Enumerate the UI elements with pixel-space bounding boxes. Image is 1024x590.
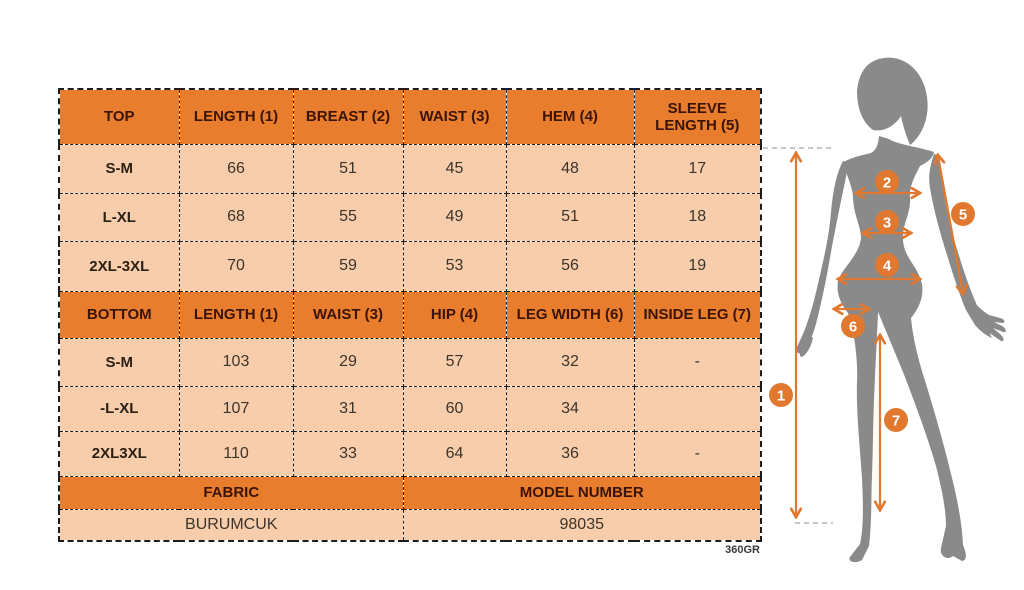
value-cell: 18 <box>633 192 762 242</box>
value-cell: 45 <box>402 143 507 194</box>
value-cell: 107 <box>178 385 294 432</box>
top-header-row: TOP LENGTH (1) BREAST (2) WAIST (3) HEM … <box>58 88 762 145</box>
waist-header-cell: WAIST (3) <box>402 88 507 145</box>
value-cell: 33 <box>292 430 404 477</box>
value-cell: 55 <box>292 192 404 242</box>
measurement-marker-2 <box>875 170 899 194</box>
left-hand-shape <box>799 332 813 357</box>
size-label-cell: 2XL-3XL <box>58 240 180 292</box>
inside-leg-header-cell: INSIDE LEG (7) <box>633 290 762 339</box>
marker-3-label: 3 <box>883 215 891 232</box>
length-header-cell: LENGTH (1) <box>178 290 294 339</box>
value-cell: 29 <box>292 337 404 387</box>
measurement-marker-5 <box>951 202 975 226</box>
length-header-cell: LENGTH (1) <box>178 88 294 145</box>
bottom-header-cell: BOTTOM <box>58 290 180 339</box>
fabric-value-cell: BURUMCUK <box>58 508 404 542</box>
value-cell: 51 <box>505 192 635 242</box>
size-label-cell: S-M <box>58 337 180 387</box>
bottom-row-sm: S-M 103 29 57 32 - <box>58 337 762 387</box>
top-row-sm: S-M 66 51 45 48 17 <box>58 143 762 194</box>
measurement-markers: 1 2 3 4 5 6 7 <box>769 170 975 432</box>
head-shape <box>857 57 928 146</box>
marker-5-label: 5 <box>959 207 967 224</box>
value-cell: 19 <box>633 240 762 292</box>
value-cell: 53 <box>402 240 507 292</box>
value-cell: 34 <box>505 385 635 432</box>
marker-1-label: 1 <box>777 388 785 405</box>
bottom-row-2xl3xl: 2XL3XL 110 33 64 36 - <box>58 430 762 477</box>
value-cell: - <box>633 337 762 387</box>
weight-note: 360GR <box>725 544 760 556</box>
value-cell: 70 <box>178 240 294 292</box>
value-cell: 49 <box>402 192 507 242</box>
value-cell: 51 <box>292 143 404 194</box>
female-figure-illustration: 1 2 3 4 5 6 7 <box>763 57 1006 563</box>
measurement-marker-7 <box>884 408 908 432</box>
value-cell: 103 <box>178 337 294 387</box>
hem-header-cell: HEM (4) <box>505 88 635 145</box>
value-cell: 66 <box>178 143 294 194</box>
info-value-row: BURUMCUK 98035 <box>58 508 762 542</box>
info-header-row: FABRIC MODEL NUMBER <box>58 475 762 510</box>
body-shape <box>837 136 966 563</box>
value-cell: 57 <box>402 337 507 387</box>
top-header-cell: TOP <box>58 88 180 145</box>
leg-width-header-cell: LEG WIDTH (6) <box>505 290 635 339</box>
waist-header-cell: WAIST (3) <box>292 290 404 339</box>
size-chart-table: TOP LENGTH (1) BREAST (2) WAIST (3) HEM … <box>58 88 762 542</box>
value-cell <box>633 385 762 432</box>
top-row-2xl3xl: 2XL-3XL 70 59 53 56 19 <box>58 240 762 292</box>
top-row-lxl: L-XL 68 55 49 51 18 <box>58 192 762 242</box>
marker-7-label: 7 <box>892 413 900 430</box>
hip-header-cell: HIP (4) <box>402 290 507 339</box>
model-number-label-cell: MODEL NUMBER <box>402 475 762 510</box>
measurement-marker-1 <box>769 383 793 407</box>
size-label-cell: 2XL3XL <box>58 430 180 477</box>
size-label-cell: L-XL <box>58 192 180 242</box>
value-cell: 64 <box>402 430 507 477</box>
value-cell: 48 <box>505 143 635 194</box>
measurement-marker-3 <box>875 210 899 234</box>
measurement-marker-4 <box>875 253 899 277</box>
value-cell: 32 <box>505 337 635 387</box>
bottom-row-lxl: -L-XL 107 31 60 34 <box>58 385 762 432</box>
measurement-figure: 1 2 3 4 5 6 7 <box>760 40 1024 570</box>
value-cell: 36 <box>505 430 635 477</box>
size-label-cell: S-M <box>58 143 180 194</box>
sleeve-length-header-cell: SLEEVE LENGTH (5) <box>633 88 762 145</box>
bottom-header-row: BOTTOM LENGTH (1) WAIST (3) HIP (4) LEG … <box>58 290 762 339</box>
measurement-marker-6 <box>841 314 865 338</box>
model-number-value-cell: 98035 <box>402 508 762 542</box>
size-label-cell: -L-XL <box>58 385 180 432</box>
marker-4-label: 4 <box>883 258 892 275</box>
value-cell: 110 <box>178 430 294 477</box>
fabric-label-cell: FABRIC <box>58 475 404 510</box>
value-cell: 59 <box>292 240 404 292</box>
marker-2-label: 2 <box>883 175 891 192</box>
value-cell: 17 <box>633 143 762 194</box>
measurement-arrow-5 <box>938 156 963 293</box>
marker-6-label: 6 <box>849 319 857 336</box>
value-cell: - <box>633 430 762 477</box>
left-arm-shape <box>796 161 849 354</box>
woman-silhouette <box>796 57 1006 563</box>
value-cell: 56 <box>505 240 635 292</box>
right-hand-shape <box>970 301 1006 342</box>
value-cell: 68 <box>178 192 294 242</box>
value-cell: 60 <box>402 385 507 432</box>
value-cell: 31 <box>292 385 404 432</box>
breast-header-cell: BREAST (2) <box>292 88 404 145</box>
